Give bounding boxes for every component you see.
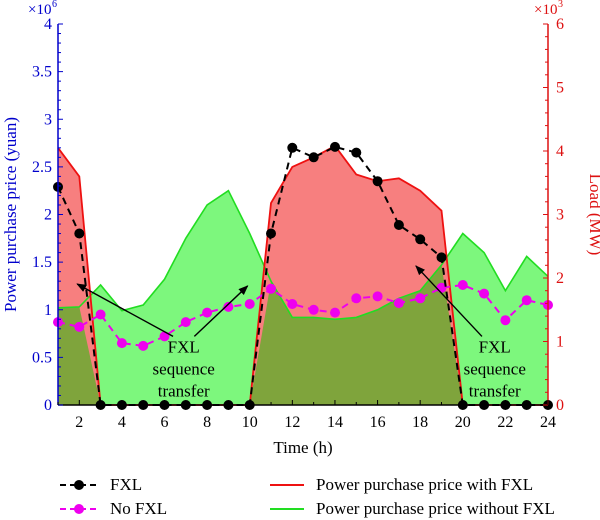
area-overlap	[58, 265, 548, 405]
point-fxl-15	[351, 147, 362, 158]
legend-label-fxl: FXL	[110, 475, 143, 494]
legend-item-without-fxl: Power purchase price without FXL	[268, 498, 555, 520]
point-no-fxl-8	[202, 307, 213, 318]
y-left-tick-label: 1	[44, 302, 52, 319]
y-left-tick-label: 3	[44, 111, 52, 128]
legend-swatch-with-fxl	[270, 484, 304, 486]
y-right-multiplier-exp: 3	[558, 0, 563, 10]
point-fxl-11	[266, 228, 276, 239]
x-tick-label: 6	[161, 414, 169, 431]
point-no-fxl-20	[457, 280, 468, 290]
point-no-fxl-9	[223, 301, 234, 312]
point-no-fxl-5	[138, 340, 149, 351]
point-no-fxl-4	[116, 338, 127, 349]
legend-swatch-no-fxl	[60, 504, 98, 514]
y-left-tick-label: 2.5	[32, 159, 52, 176]
point-no-fxl-2	[74, 321, 85, 332]
y-right-multiplier: ×10	[534, 2, 557, 18]
point-no-fxl-21	[479, 288, 490, 299]
series-line-without-fxl	[57, 189, 549, 321]
point-fxl-19	[436, 252, 447, 263]
point-no-fxl-23	[521, 295, 532, 306]
annotation-1-line-2: transfer	[158, 382, 210, 401]
annotation-1-line-1: sequence	[153, 360, 215, 379]
point-no-fxl-14	[330, 307, 340, 318]
point-fxl-17	[393, 220, 404, 230]
point-fxl-2	[74, 228, 85, 239]
x-tick-label: 24	[540, 414, 556, 431]
y-left-tick-label: 1.5	[32, 254, 52, 271]
legend-item-no-fxl: No FXL	[58, 498, 167, 520]
y-left-tick-label: 3.5	[32, 64, 52, 81]
point-no-fxl-11	[266, 283, 276, 294]
point-fxl-14	[330, 141, 340, 152]
annotation-1-line-0: FXL	[168, 338, 200, 357]
legend-label-no-fxl: No FXL	[110, 499, 168, 518]
point-no-fxl-22	[500, 315, 511, 326]
legend-swatch-fxl	[60, 480, 98, 490]
x-tick-label: 12	[284, 414, 300, 431]
y-right-tick-label: 2	[556, 270, 564, 287]
annotation-arrow-mid	[193, 285, 249, 337]
point-fxl-13	[308, 152, 319, 163]
y-right-tick-label: 4	[556, 143, 564, 160]
legend-item-fxl: FXL	[58, 474, 142, 496]
annotation-2-line-1: sequence	[464, 360, 526, 379]
annotation-2-line-2: transfer	[469, 382, 521, 401]
annotation-arrow-right	[415, 265, 483, 337]
y-right-tick-label: 1	[556, 334, 564, 351]
point-fxl-16	[372, 176, 383, 187]
y-left-multiplier: ×10	[28, 2, 51, 18]
point-no-fxl-15	[351, 293, 362, 304]
y-left-multiplier-exp: 6	[52, 0, 57, 10]
x-tick-label: 10	[242, 414, 258, 431]
x-tick-label: 20	[455, 414, 471, 431]
y-left-tick-label: 0.5	[32, 349, 52, 366]
y-left-tick-label: 0	[44, 397, 52, 414]
legend-label-with-fxl: Power purchase price with FXL	[316, 475, 534, 494]
point-no-fxl-3	[95, 309, 106, 320]
point-fxl-12	[287, 142, 298, 153]
legend-swatch-without-fxl	[270, 508, 304, 510]
x-tick-label: 22	[497, 414, 513, 431]
point-no-fxl-10	[244, 299, 255, 309]
annotation-arrow-left	[76, 283, 174, 338]
point-no-fxl-18	[415, 293, 426, 304]
y-right-tick-label: 3	[556, 207, 564, 224]
point-no-fxl-12	[287, 299, 298, 309]
annotation-2-line-0: FXL	[479, 338, 511, 357]
y-left-axis-label: Power purchase price (yuan)	[1, 117, 20, 312]
x-tick-label: 14	[327, 414, 343, 431]
point-fxl-18	[415, 234, 426, 245]
legend: FXL No FXL Power purchase price with FXL…	[0, 468, 600, 518]
areas-layer	[58, 145, 548, 405]
annotations-layer: FXL sequence transfer FXL sequence transfer	[76, 265, 526, 401]
x-tick-label: 4	[118, 414, 126, 431]
y-right-tick-label: 5	[556, 80, 564, 97]
x-tick-label: 18	[412, 414, 428, 431]
point-no-fxl-13	[308, 304, 319, 315]
y-left-tick-label: 2	[44, 207, 52, 224]
point-no-fxl-7	[180, 317, 191, 328]
x-tick-label: 16	[370, 414, 386, 431]
y-right-tick-label: 0	[556, 397, 564, 414]
legend-item-with-fxl: Power purchase price with FXL	[268, 474, 533, 496]
x-tick-label: 2	[75, 414, 83, 431]
point-no-fxl-17	[393, 298, 404, 309]
x-tick-label: 8	[203, 414, 211, 431]
legend-label-without-fxl: Power purchase price without FXL	[316, 499, 555, 518]
y-right-axis-label: Load (MW)	[586, 174, 600, 256]
y-right-tick-label: 6	[556, 16, 564, 33]
point-no-fxl-16	[372, 291, 383, 302]
y-left-tick-label: 4	[44, 16, 52, 33]
x-axis-label: Time (h)	[273, 438, 332, 457]
